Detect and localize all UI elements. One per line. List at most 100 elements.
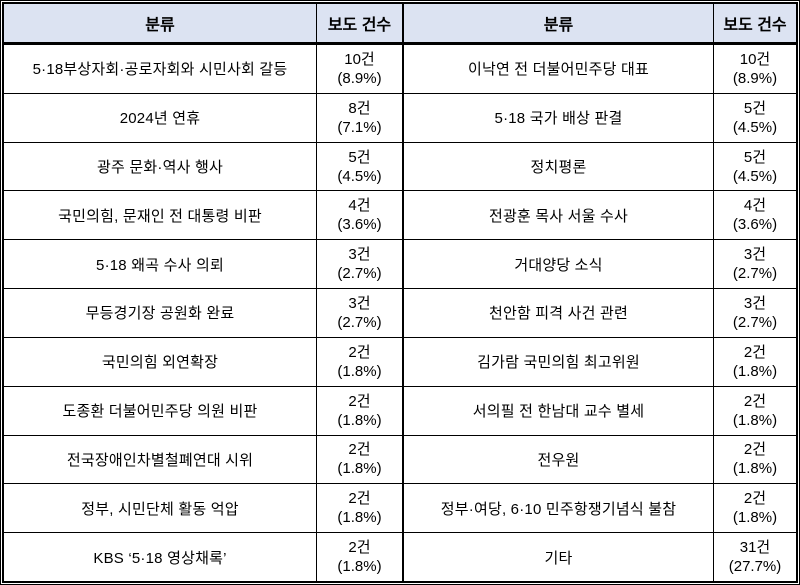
category-cell-right: 거대양당 소식 — [404, 240, 714, 289]
count-value: 10건 — [739, 50, 771, 68]
count-cell-right: 10건 (8.9%) — [714, 45, 796, 93]
count-value: 5건 — [743, 148, 767, 166]
category-cell-right: 정부·여당, 6·10 민주항쟁기념식 불참 — [404, 484, 714, 533]
count-value: 5건 — [348, 148, 371, 166]
count-percent: (1.8%) — [337, 558, 382, 576]
header-count-right: 보도 건수 — [723, 17, 787, 34]
count-cell-left: 8건 (7.1%) — [317, 93, 404, 142]
count-percent: (2.7%) — [337, 313, 382, 331]
count-cell-right: 2건 (1.8%) — [714, 387, 796, 435]
category-cell-left: 국민의힘 외연확장 — [4, 337, 317, 386]
count-value: 31건 — [739, 539, 771, 557]
count-cell-left: 2건 (1.8%) — [317, 484, 404, 533]
count-cell-right: 2건 (1.8%) — [714, 484, 796, 532]
count-cell-left: 4건 (3.6%) — [317, 191, 404, 240]
table-row: 국민의힘 외연확장 2건 (1.8%) 김가람 국민의힘 최고위원 2건 (1.… — [4, 337, 796, 387]
count-value: 4건 — [743, 197, 767, 215]
count-percent: (1.8%) — [732, 509, 778, 527]
category-cell-right: 전광훈 목사 서울 수사 — [404, 191, 714, 240]
category-cell-right: 기타 — [404, 533, 714, 581]
category-cell-right: 천안함 피격 사건 관련 — [404, 289, 714, 337]
table-row: 광주 문화·역사 행사 5건 (4.5%) 정치평론 5건 (4.5%) — [4, 142, 796, 192]
count-percent: (7.1%) — [337, 118, 382, 136]
header-count-left: 보도 건수 — [317, 4, 404, 42]
count-percent: (8.9%) — [732, 69, 778, 87]
count-cell-left: 2건 (1.8%) — [317, 533, 404, 581]
category-cell-right: 전우원 — [404, 435, 714, 484]
category-cell-right: 서의필 전 한남대 교수 별세 — [404, 386, 714, 435]
count-cell-left: 2건 (1.8%) — [317, 435, 404, 484]
count-value: 10건 — [344, 50, 375, 68]
count-percent: (1.8%) — [337, 411, 382, 429]
count-value: 3건 — [743, 294, 767, 312]
count-cell-right: 2건 (1.8%) — [714, 338, 796, 386]
count-percent: (3.6%) — [337, 216, 382, 234]
table-row: 무등경기장 공원화 완료 3건 (2.7%) 천안함 피격 사건 관련 3건 (… — [4, 289, 796, 338]
count-percent: (27.7%) — [728, 558, 782, 576]
category-cell-left: 5·18 왜곡 수사 의뢰 — [4, 240, 317, 289]
table-row: KBS ‘5·18 영상채록’ 2건 (1.8%) 기타 31건 (27.7%) — [4, 533, 796, 581]
count-value: 3건 — [348, 294, 371, 312]
count-cell-right: 5건 (4.5%) — [714, 94, 796, 142]
count-percent: (1.8%) — [337, 509, 382, 527]
count-percent: (1.8%) — [337, 362, 382, 380]
count-value: 2건 — [348, 343, 371, 361]
category-cell-left: 정부, 시민단체 활동 억압 — [4, 484, 317, 533]
table-header-row: 분류 보도 건수 분류 보도 건수 — [4, 4, 796, 42]
count-value: 2건 — [743, 343, 767, 361]
count-value: 8건 — [348, 99, 371, 117]
count-cell-left: 2건 (1.8%) — [317, 386, 404, 435]
category-cell-left: 국민의힘, 문재인 전 대통령 비판 — [4, 191, 317, 240]
count-value: 2건 — [348, 490, 371, 508]
table-row: 5·18 왜곡 수사 의뢰 3건 (2.7%) 거대양당 소식 3건 (2.7%… — [4, 240, 796, 290]
count-cell-right: 3건 (2.7%) — [714, 289, 796, 337]
count-percent: (2.7%) — [732, 313, 778, 331]
header-category-right: 분류 — [404, 4, 714, 42]
category-cell-right: 이낙연 전 더불어민주당 대표 — [404, 45, 714, 93]
table-row: 2024년 연휴 8건 (7.1%) 5·18 국가 배상 판결 5건 (4.5… — [4, 93, 796, 143]
table-row: 국민의힘, 문재인 전 대통령 비판 4건 (3.6%) 전광훈 목사 서울 수… — [4, 191, 796, 241]
count-percent: (2.7%) — [337, 265, 382, 283]
count-cell-left: 3건 (2.7%) — [317, 289, 404, 337]
category-cell-left: KBS ‘5·18 영상채록’ — [4, 533, 317, 581]
count-percent: (2.7%) — [732, 265, 778, 283]
count-cell-right: 3건 (2.7%) — [714, 240, 796, 288]
count-cell-right: 4건 (3.6%) — [714, 191, 796, 239]
count-percent: (8.9%) — [337, 69, 382, 87]
count-value: 2건 — [743, 490, 767, 508]
count-cell-right: 31건 (27.7%) — [714, 533, 796, 581]
count-cell-left: 2건 (1.8%) — [317, 337, 404, 386]
table-row: 정부, 시민단체 활동 억압 2건 (1.8%) 정부·여당, 6·10 민주항… — [4, 484, 796, 534]
category-cell-right: 정치평론 — [404, 142, 714, 191]
count-value: 2건 — [743, 441, 767, 459]
category-cell-left: 2024년 연휴 — [4, 93, 317, 142]
table-row: 전국장애인차별철폐연대 시위 2건 (1.8%) 전우원 2건 (1.8%) — [4, 435, 796, 485]
count-percent: (4.5%) — [732, 167, 778, 185]
count-value: 2건 — [743, 392, 767, 410]
header-divider — [4, 42, 796, 45]
table-row: 5·18부상자회·공로자회와 시민사회 갈등 10건 (8.9%) 이낙연 전 … — [4, 45, 796, 94]
table-row: 도종환 더불어민주당 의원 비판 2건 (1.8%) 서의필 전 한남대 교수 … — [4, 386, 796, 436]
category-cell-right: 5·18 국가 배상 판결 — [404, 93, 714, 142]
count-value: 5건 — [743, 99, 767, 117]
count-percent: (1.8%) — [732, 460, 778, 478]
category-cell-left: 도종환 더불어민주당 의원 비판 — [4, 386, 317, 435]
count-value: 2건 — [348, 539, 371, 557]
count-percent: (4.5%) — [732, 118, 778, 136]
count-value: 4건 — [348, 197, 371, 215]
category-cell-left: 무등경기장 공원화 완료 — [4, 289, 317, 337]
count-value: 3건 — [743, 246, 767, 264]
table-body: 5·18부상자회·공로자회와 시민사회 갈등 10건 (8.9%) 이낙연 전 … — [4, 45, 796, 581]
count-percent: (1.8%) — [337, 460, 382, 478]
count-percent: (1.8%) — [732, 411, 778, 429]
count-percent: (4.5%) — [337, 167, 382, 185]
count-value: 3건 — [348, 246, 371, 264]
category-cell-left: 전국장애인차별철폐연대 시위 — [4, 435, 317, 484]
count-cell-right: 2건 (1.8%) — [714, 436, 796, 484]
category-cell-left: 5·18부상자회·공로자회와 시민사회 갈등 — [4, 45, 317, 93]
count-percent: (3.6%) — [732, 216, 778, 234]
category-cell-right: 김가람 국민의힘 최고위원 — [404, 337, 714, 386]
